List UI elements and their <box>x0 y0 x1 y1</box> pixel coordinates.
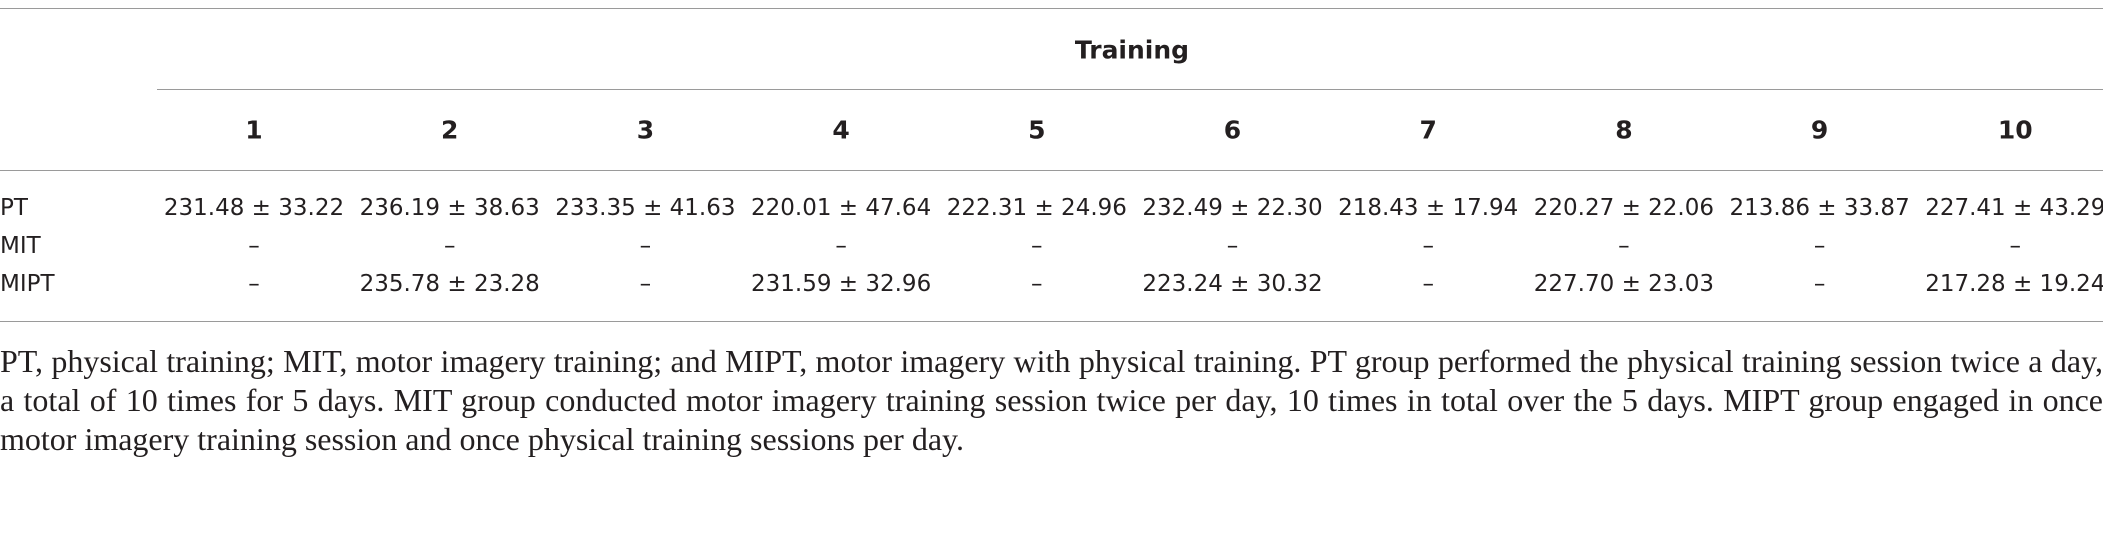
column-header: 2 <box>440 115 459 145</box>
table-cell: 227.70 ± 23.03 <box>1533 271 1714 297</box>
column-header: 5 <box>1028 115 1046 145</box>
column-header: 6 <box>1223 115 1242 145</box>
caption: PT, physical training; MIT, motor imager… <box>0 343 2103 457</box>
table-cell: 220.27 ± 22.06 <box>1533 195 1714 221</box>
table-cell: – <box>1422 233 1434 259</box>
column-header-rule <box>0 170 2103 171</box>
table-cell: 233.35 ± 41.63 <box>555 195 736 221</box>
table-cell: – <box>1813 233 1826 259</box>
table-cell: – <box>248 271 260 297</box>
table-cell: 220.01 ± 47.64 <box>750 195 932 221</box>
table-cell: – <box>639 233 652 259</box>
table-cell: – <box>1813 271 1826 297</box>
table-cell: – <box>835 233 847 259</box>
header-rule <box>157 89 2103 90</box>
table-cell: – <box>639 271 652 297</box>
table-cell: – <box>1618 233 1630 259</box>
table-cell: – <box>1031 233 1043 259</box>
column-header: 9 <box>1810 115 1829 145</box>
table-cell: 232.49 ± 22.30 <box>1142 195 1323 221</box>
table-cell: 227.41 ± 43.29 <box>1925 195 2103 221</box>
table-cell: – <box>1031 271 1043 297</box>
row-label: MIT <box>0 233 41 259</box>
table-cell: 231.48 ± 33.22 <box>163 195 345 221</box>
column-header: 1 <box>245 115 263 145</box>
table-cell: – <box>248 233 260 259</box>
table-cell: 223.24 ± 30.32 <box>1142 271 1323 297</box>
table-cell: – <box>1226 233 1239 259</box>
table-cell: 231.59 ± 32.96 <box>750 271 932 297</box>
table-cell: 218.43 ± 17.94 <box>1338 195 1519 221</box>
row-label: MIPT <box>0 271 55 297</box>
spanning-header: Training <box>1074 35 1190 65</box>
column-header: 4 <box>832 115 850 145</box>
table-cell: – <box>443 233 456 259</box>
table-cell: – <box>1422 271 1434 297</box>
bottom-rule <box>0 321 2103 322</box>
table-cell: – <box>2009 233 2022 259</box>
row-label: PT <box>0 195 28 221</box>
table-cell: 236.19 ± 38.63 <box>359 195 540 221</box>
top-rule <box>0 8 2103 9</box>
table-cell: 222.31 ± 24.96 <box>946 195 1127 221</box>
table-cell: 213.86 ± 33.87 <box>1729 195 1910 221</box>
table-cell: 235.78 ± 23.28 <box>359 271 540 297</box>
column-header: 10 <box>1997 115 2033 145</box>
column-header: 8 <box>1615 115 1633 145</box>
column-header: 3 <box>636 115 655 145</box>
column-header: 7 <box>1419 115 1437 145</box>
table-cell: 217.28 ± 19.24 <box>1925 271 2103 297</box>
